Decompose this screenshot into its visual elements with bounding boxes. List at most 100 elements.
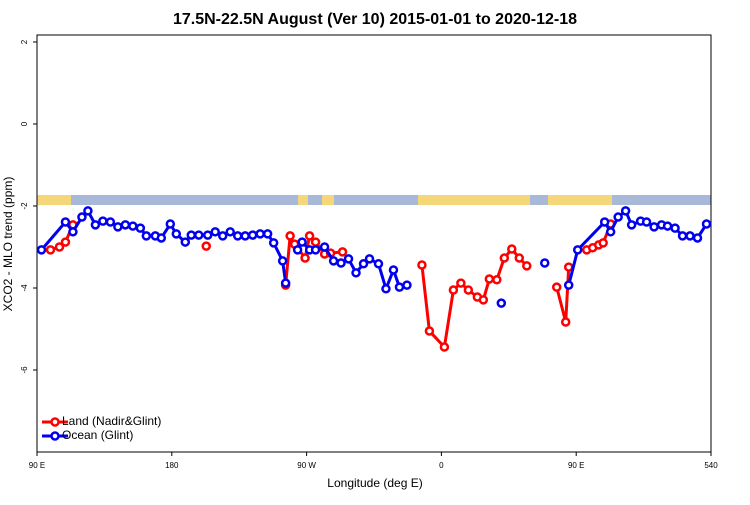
data-point [605,227,616,237]
data-point [201,241,211,251]
data-point [225,227,235,237]
data-point [388,265,399,275]
data-point [36,245,47,255]
y-axis-label: XCO2 - MLO trend (ppm) [1,177,15,312]
data-point [186,230,197,240]
data-point [522,261,532,271]
data-point [310,245,321,255]
series-line [50,223,613,351]
y-tick-label: 2 [20,39,29,44]
data-point [304,231,315,241]
data-point [492,275,502,285]
x-tick-label: 180 [165,461,179,470]
data-point [402,280,412,290]
data-point [60,217,71,227]
data-point [599,217,610,227]
data-point [439,342,450,352]
data-point [60,237,71,247]
data-point [141,231,152,241]
x-tick-label: 90 E [29,461,45,470]
data-point [268,238,279,248]
data-point [105,217,116,227]
data-point [194,230,204,240]
legend-marker [50,431,60,441]
data-point [484,274,495,284]
data-point [165,219,176,229]
data-point [662,221,673,231]
y-tick-label: -6 [20,366,29,374]
data-point [641,217,652,227]
x-tick-label: 90 E [568,461,584,470]
data-point [448,285,459,295]
data-point [156,233,167,243]
x-tick-label: 90 W [297,461,316,470]
data-point [551,282,562,292]
data-point [319,242,330,252]
data-point [77,212,87,222]
data-point [328,256,339,266]
data-point [300,253,310,263]
data-point [262,229,273,239]
data-point [424,326,435,336]
x-axis-label: Longitude (deg E) [327,476,422,490]
x-tick-label: 540 [704,461,718,470]
legend: Land (Nadir&Glint)Ocean (Glint) [42,414,161,442]
data-point [217,231,228,241]
data-point [180,237,191,247]
y-tick-label: -4 [20,284,29,292]
data-point [297,237,307,247]
data-point [692,233,703,243]
data-point [572,245,583,255]
legend-label: Land (Nadir&Glint) [62,414,161,428]
data-point [240,231,250,241]
data-point [539,258,550,268]
data-point [381,284,391,294]
data-point [336,258,346,268]
data-point [83,206,93,216]
data-point [113,222,123,232]
data-point [292,245,303,255]
data-point [626,220,637,230]
data-point [90,220,101,230]
data-point [514,253,525,263]
data-point [598,238,608,248]
data-point [478,295,489,305]
chart-title: 17.5N-22.5N August (Ver 10) 2015-01-01 t… [173,11,577,28]
data-point [255,229,265,239]
data-point [120,220,131,230]
data-point [232,231,243,241]
y-tick-label: -2 [20,202,29,210]
data-point [670,223,680,233]
data-point [277,256,288,266]
data-point [98,216,108,226]
data-point [677,231,688,241]
data-point [343,254,354,264]
data-point [68,227,78,237]
data-point [394,282,405,292]
data-point [373,259,384,269]
data-point [135,223,146,233]
legend-marker [50,417,60,427]
data-point [280,278,291,288]
data-point [364,254,375,264]
data-point [496,298,507,308]
data-point [685,231,695,241]
legend-label: Ocean (Glint) [62,428,133,442]
data-point [649,222,659,232]
data-point [54,242,65,252]
data-point [560,317,571,327]
x-tick-label: 0 [439,461,444,470]
data-point [210,227,220,237]
data-point [247,230,258,240]
data-point [171,229,182,239]
y-tick-label: 0 [20,121,29,126]
data-point [620,206,631,216]
data-point [358,259,369,269]
data-point [45,245,56,255]
data-point [310,237,321,247]
data-point [337,247,348,257]
data-point [499,253,510,263]
data-point [563,280,574,290]
data-point [285,231,295,241]
data-point [507,244,517,254]
